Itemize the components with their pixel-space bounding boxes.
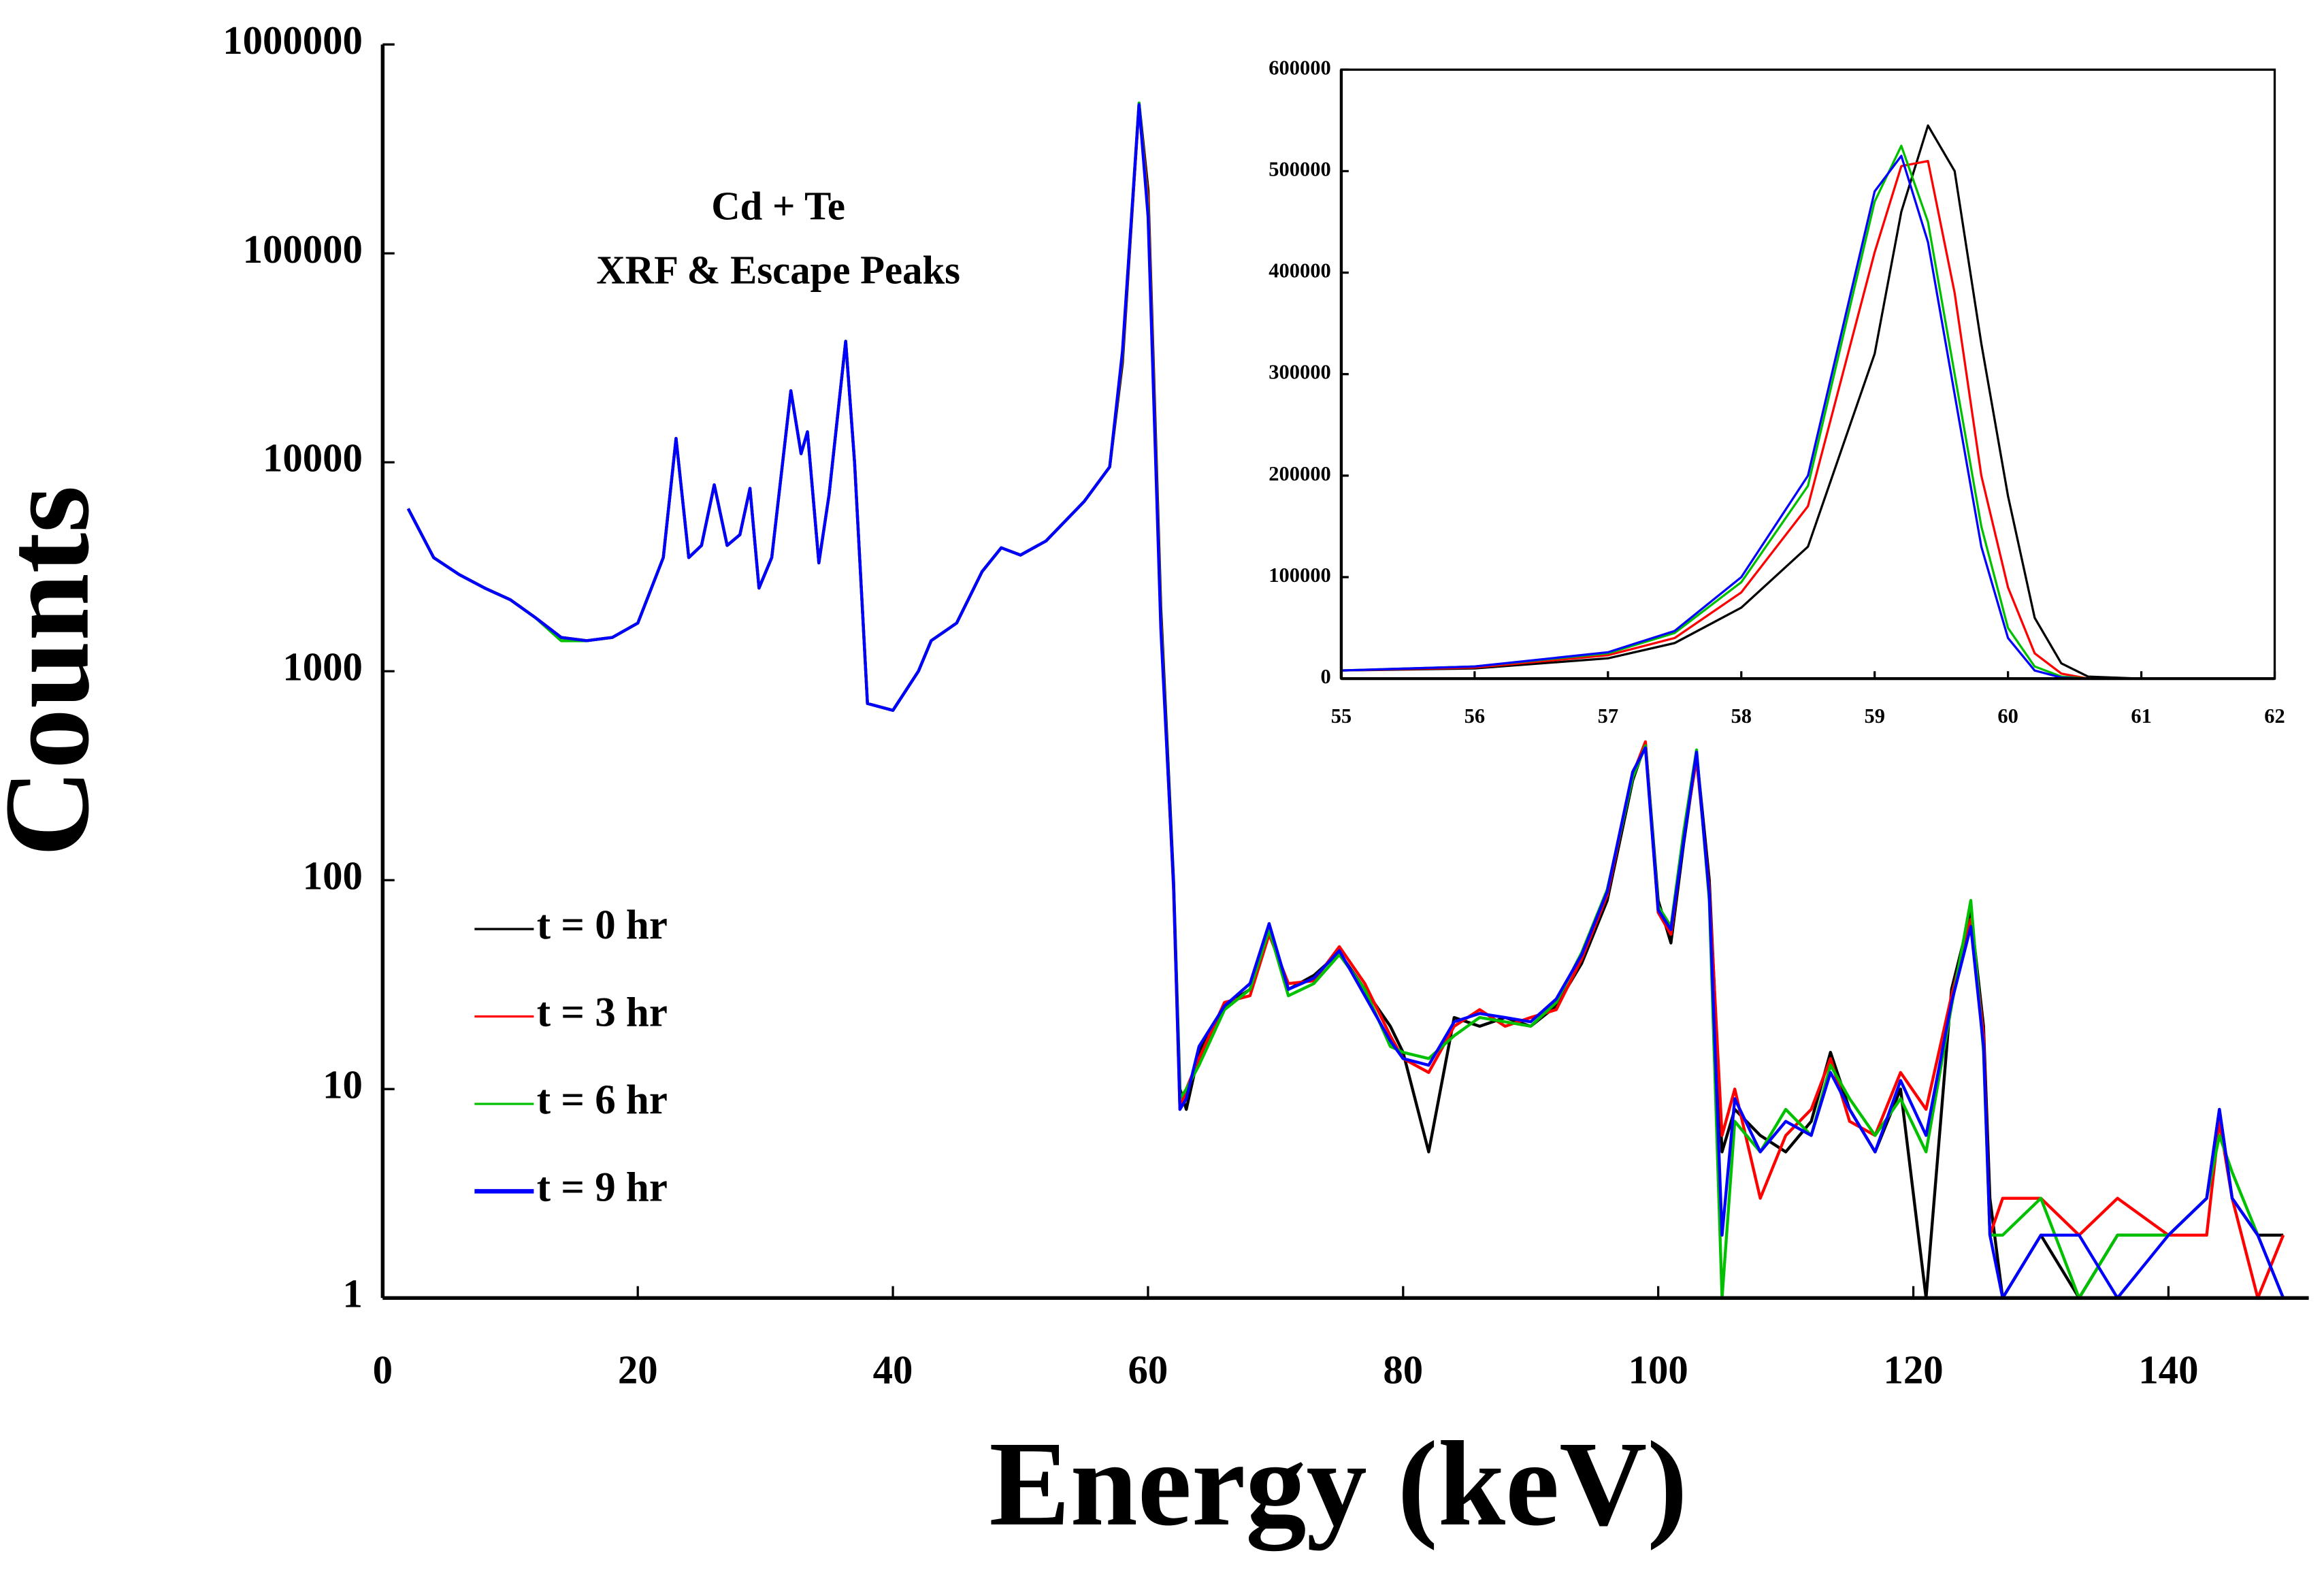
- x-tick-label: 61: [2131, 704, 2151, 728]
- x-tick-label: 62: [2264, 704, 2285, 728]
- x-tick-label: 0: [373, 1348, 393, 1392]
- y-axis-title: Counts: [0, 485, 114, 857]
- y-tick-label: 300000: [1269, 361, 1330, 384]
- y-tick-label: 0: [1320, 665, 1330, 688]
- series-line: [1341, 160, 2275, 680]
- x-tick-label: 60: [1997, 704, 2018, 728]
- y-tick-label: 100: [303, 854, 363, 898]
- x-axis-title: Energy (keV): [989, 1416, 1687, 1551]
- x-tick-label: 58: [1731, 704, 1752, 728]
- y-tick-label: 600000: [1269, 56, 1330, 79]
- legend-label: t = 9 hr: [537, 1164, 668, 1210]
- annotation: Cd + Te: [711, 184, 845, 229]
- x-tick-label: 60: [1128, 1348, 1168, 1392]
- y-tick-label: 1: [343, 1272, 363, 1316]
- series-line: [406, 103, 2285, 1300]
- x-tick-label: 56: [1464, 704, 1485, 728]
- x-tick-label: 120: [1883, 1348, 1943, 1392]
- y-tick-label: 500000: [1269, 157, 1330, 180]
- inset-frame: [1340, 68, 2276, 680]
- x-tick-label: 20: [618, 1348, 658, 1392]
- y-tick-label: 400000: [1269, 259, 1330, 282]
- x-tick-label: 100: [1629, 1348, 1688, 1392]
- legend-label: t = 0 hr: [537, 902, 668, 948]
- x-tick-label: 55: [1331, 704, 1352, 728]
- y-tick-label: 1000000: [223, 18, 363, 63]
- y-tick-label: 10: [323, 1063, 363, 1107]
- y-tick-label: 100000: [1269, 564, 1330, 587]
- x-tick-label: 140: [2138, 1348, 2198, 1392]
- annotation: XRF & Escape Peaks: [596, 248, 960, 292]
- x-tick-label: 40: [873, 1348, 913, 1392]
- x-tick-label: 59: [1864, 704, 1884, 728]
- x-tick-label: 80: [1383, 1348, 1423, 1392]
- y-tick-label: 10000: [263, 436, 363, 480]
- series-line: [1341, 124, 2275, 680]
- y-tick-label: 200000: [1269, 462, 1330, 485]
- legend-label: t = 6 hr: [537, 1077, 668, 1123]
- y-tick-label: 1000: [282, 645, 363, 689]
- x-tick-label: 57: [1598, 704, 1618, 728]
- y-tick-label: 100000: [243, 227, 363, 272]
- legend-label: t = 3 hr: [537, 990, 668, 1035]
